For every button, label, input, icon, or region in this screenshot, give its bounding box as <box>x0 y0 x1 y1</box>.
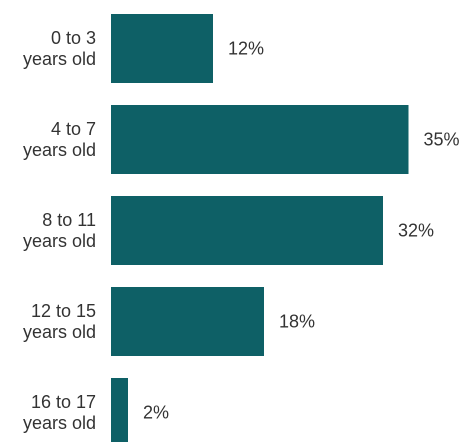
category-label-1-line-0: 4 to 7 <box>51 119 96 139</box>
category-label-2-line-0: 8 to 11 <box>42 210 96 230</box>
category-label-2: 8 to 11 years old <box>23 210 96 251</box>
bar-3 <box>111 287 264 356</box>
category-label-1-line-1: years old <box>23 140 96 160</box>
category-label-3: 12 to 15 years old <box>23 301 96 342</box>
bar-2 <box>111 196 383 265</box>
category-label-4: 16 to 17 years old <box>23 392 96 433</box>
category-label-3-line-1: years old <box>23 322 96 342</box>
category-label-0: 0 to 3 years old <box>23 28 96 69</box>
value-label-4: 2% <box>143 403 169 423</box>
bar-1 <box>111 105 409 174</box>
value-label-0: 12% <box>228 39 264 59</box>
category-label-4-line-0: 16 to 17 <box>31 392 96 412</box>
value-label-1: 35% <box>424 130 460 150</box>
category-label-3-line-0: 12 to 15 <box>31 301 96 321</box>
category-label-0-line-0: 0 to 3 <box>51 28 96 48</box>
category-label-1: 4 to 7 years old <box>23 119 96 160</box>
bar-0 <box>111 14 213 83</box>
category-label-4-line-1: years old <box>23 413 96 433</box>
category-label-2-line-1: years old <box>23 231 96 251</box>
value-label-3: 18% <box>279 312 315 332</box>
category-label-0-line-1: years old <box>23 49 96 69</box>
value-label-2: 32% <box>398 221 434 241</box>
bar-4 <box>111 378 128 442</box>
